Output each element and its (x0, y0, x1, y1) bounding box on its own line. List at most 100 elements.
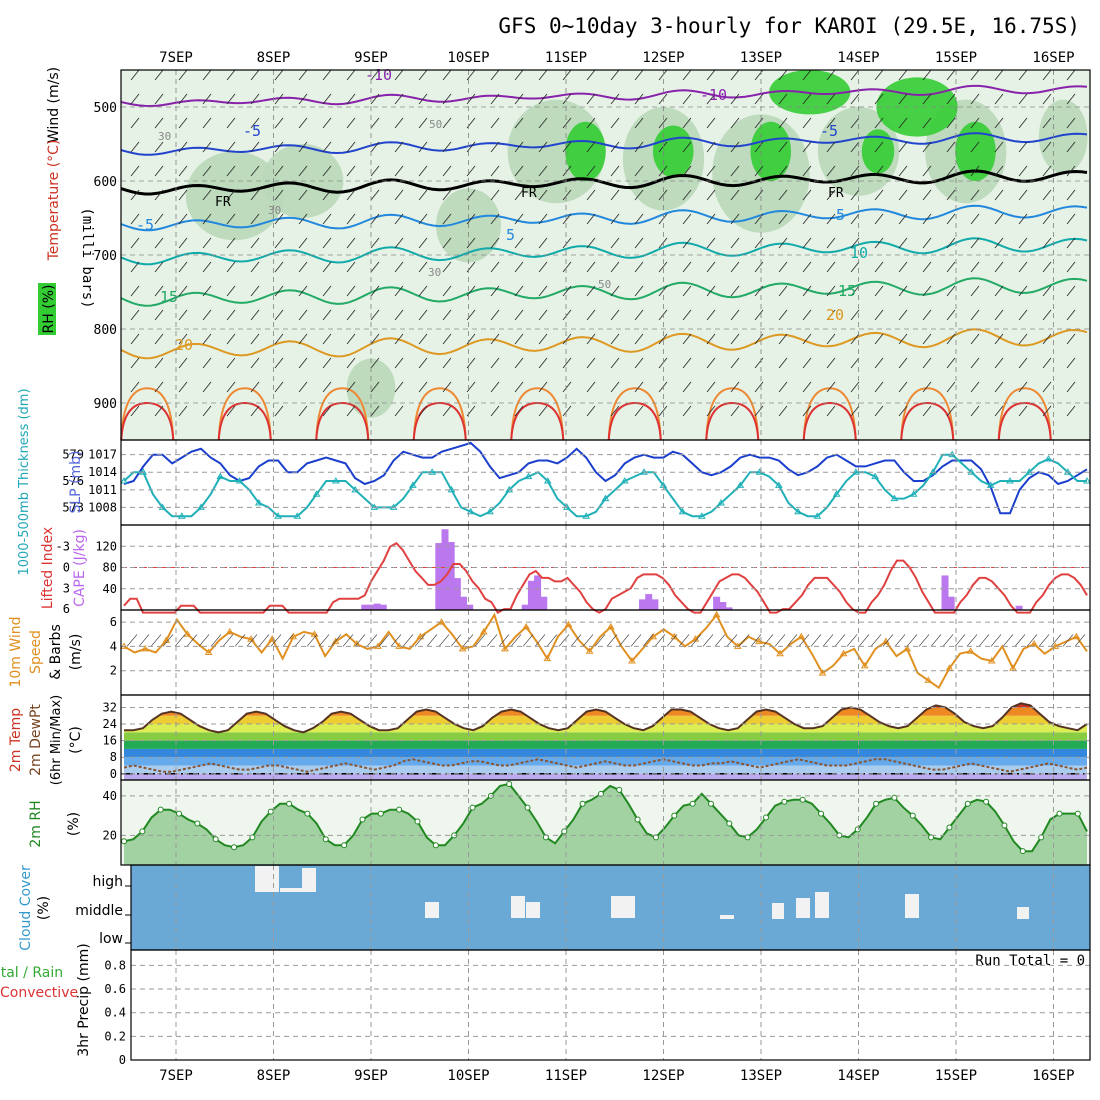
surface-wind-barb (847, 634, 857, 646)
precip-tick-label: 0 (119, 1053, 126, 1067)
rh-contour-label: 50 (429, 118, 442, 131)
temp-tick-label: 0 (110, 767, 117, 781)
ylabel-minmax: (6hr Min/Max) (49, 695, 64, 785)
surface-wind-barb (943, 634, 953, 646)
rh-contour-label: 50 (598, 278, 611, 291)
isotherm-label: 5 (836, 206, 845, 224)
rh-shading-patch (1039, 100, 1088, 174)
top-day-label: 15SEP (935, 50, 977, 66)
surface-wind-barb (487, 634, 497, 646)
rh-contour-label: 30 (268, 204, 281, 217)
rh2m-marker (268, 809, 273, 814)
ylabel-wind: Wind (m/s) (46, 67, 62, 143)
rh2m-marker (525, 805, 530, 810)
bottom-day-label: 9SEP (354, 1068, 388, 1084)
ylabel-slp: SLP (mb) (68, 450, 84, 513)
rh2m-marker (617, 787, 622, 792)
panel-frame (121, 440, 1090, 525)
cape-bar (380, 605, 387, 610)
surface-wind-barb (931, 634, 941, 646)
surface-wind-barb (859, 634, 869, 646)
isotherm-label: -10 (700, 86, 727, 104)
cape-tick-label: 80 (103, 561, 117, 575)
li-tick-label: 0 (63, 561, 70, 575)
ylabel-2m-dewpt: 2m DewPt (28, 704, 44, 776)
top-day-label: 11SEP (545, 50, 587, 66)
cloud-block (720, 915, 734, 919)
rh2m-marker (984, 799, 989, 804)
cape-bar (528, 581, 535, 610)
cloud-label-high: high (92, 874, 123, 890)
cape-bar (466, 605, 473, 610)
cape-bar (942, 575, 949, 610)
pressure-tick-label: 500 (94, 101, 117, 116)
surface-wind-barb (367, 634, 377, 646)
cloud-label-low: low (99, 931, 123, 947)
surface-wind-barb (703, 634, 713, 646)
li-tick-label: 6 (63, 602, 70, 616)
surface-wind-barb (907, 634, 917, 646)
surface-wind-barb (427, 634, 437, 646)
rh2m-marker (342, 843, 347, 848)
rh2m-marker (819, 811, 824, 816)
temp-tick-label: 16 (103, 734, 117, 748)
surface-wind-barb (583, 634, 593, 646)
surface-wind-barb (715, 634, 725, 646)
top-day-label: 10SEP (447, 50, 489, 66)
surface-wind-barb (607, 634, 617, 646)
rh2m-marker (708, 801, 713, 806)
rh2m-marker (507, 781, 512, 786)
rh2m-tick-label: 40 (103, 789, 117, 803)
top-day-label: 9SEP (354, 50, 388, 66)
wind-speed-ticks: 246 (110, 615, 117, 678)
cape-tick-label: 40 (103, 582, 117, 596)
rh2m-marker (323, 837, 328, 842)
surface-wind-barb (967, 634, 977, 646)
surface-wind-barb (919, 634, 929, 646)
cloud-block (772, 903, 784, 919)
surface-wind-barb (739, 634, 749, 646)
ylabel-precip: 3hr Precip (mm) (76, 943, 92, 1056)
surface-wind-barb (631, 634, 641, 646)
surface-wind-barb (1015, 634, 1025, 646)
rh2m-marker (140, 829, 145, 834)
top-day-label: 12SEP (642, 50, 684, 66)
panel-frame (131, 950, 1090, 1060)
cape-bar (713, 597, 720, 610)
wind-tick-label: 2 (110, 664, 117, 678)
temp-band (121, 732, 1090, 740)
cape-bar (540, 597, 547, 610)
freezing-level-label: FR (828, 186, 844, 201)
surface-wind-barb (643, 634, 653, 646)
ylabel-cape: CAPE (J/kg) (72, 529, 88, 607)
cloud-block (255, 866, 279, 892)
rh2m-marker (287, 801, 292, 806)
slp-tick-label: 1014 (88, 465, 117, 479)
surface-wind-barb (895, 634, 905, 646)
ylabel-thickness: 1000-500mb Thickness (dm) (17, 388, 32, 575)
temp-tick-label: 8 (110, 750, 117, 764)
cape-bar (361, 605, 368, 610)
ylabel-speed: Speed (28, 630, 44, 674)
temp-ticks: 08162432 (103, 700, 117, 780)
rh-contour-label: 30 (158, 130, 171, 143)
slp-tick-label: 1011 (88, 483, 117, 497)
surface-wind-barb (319, 634, 329, 646)
temp-band (121, 724, 1090, 732)
bottom-day-label: 16SEP (1032, 1068, 1074, 1084)
cloud-block (815, 892, 829, 918)
rh2m-marker (855, 827, 860, 832)
rh2m-marker (782, 799, 787, 804)
cape-bar (454, 578, 461, 610)
top-day-label: 16SEP (1032, 50, 1074, 66)
slp-tick-label: 1008 (88, 500, 117, 514)
temp-band (121, 749, 1090, 757)
surface-wind-barb (775, 634, 785, 646)
ylabel-convective: Convective (0, 985, 78, 1001)
bottom-day-label: 10SEP (447, 1068, 489, 1084)
cape-tick-label: 120 (95, 539, 117, 553)
ylabel-lifted-index: Lifted Index (40, 527, 56, 609)
rh2m-marker (470, 805, 475, 810)
surface-wind-barb (403, 634, 413, 646)
rh2m-marker (672, 813, 677, 818)
